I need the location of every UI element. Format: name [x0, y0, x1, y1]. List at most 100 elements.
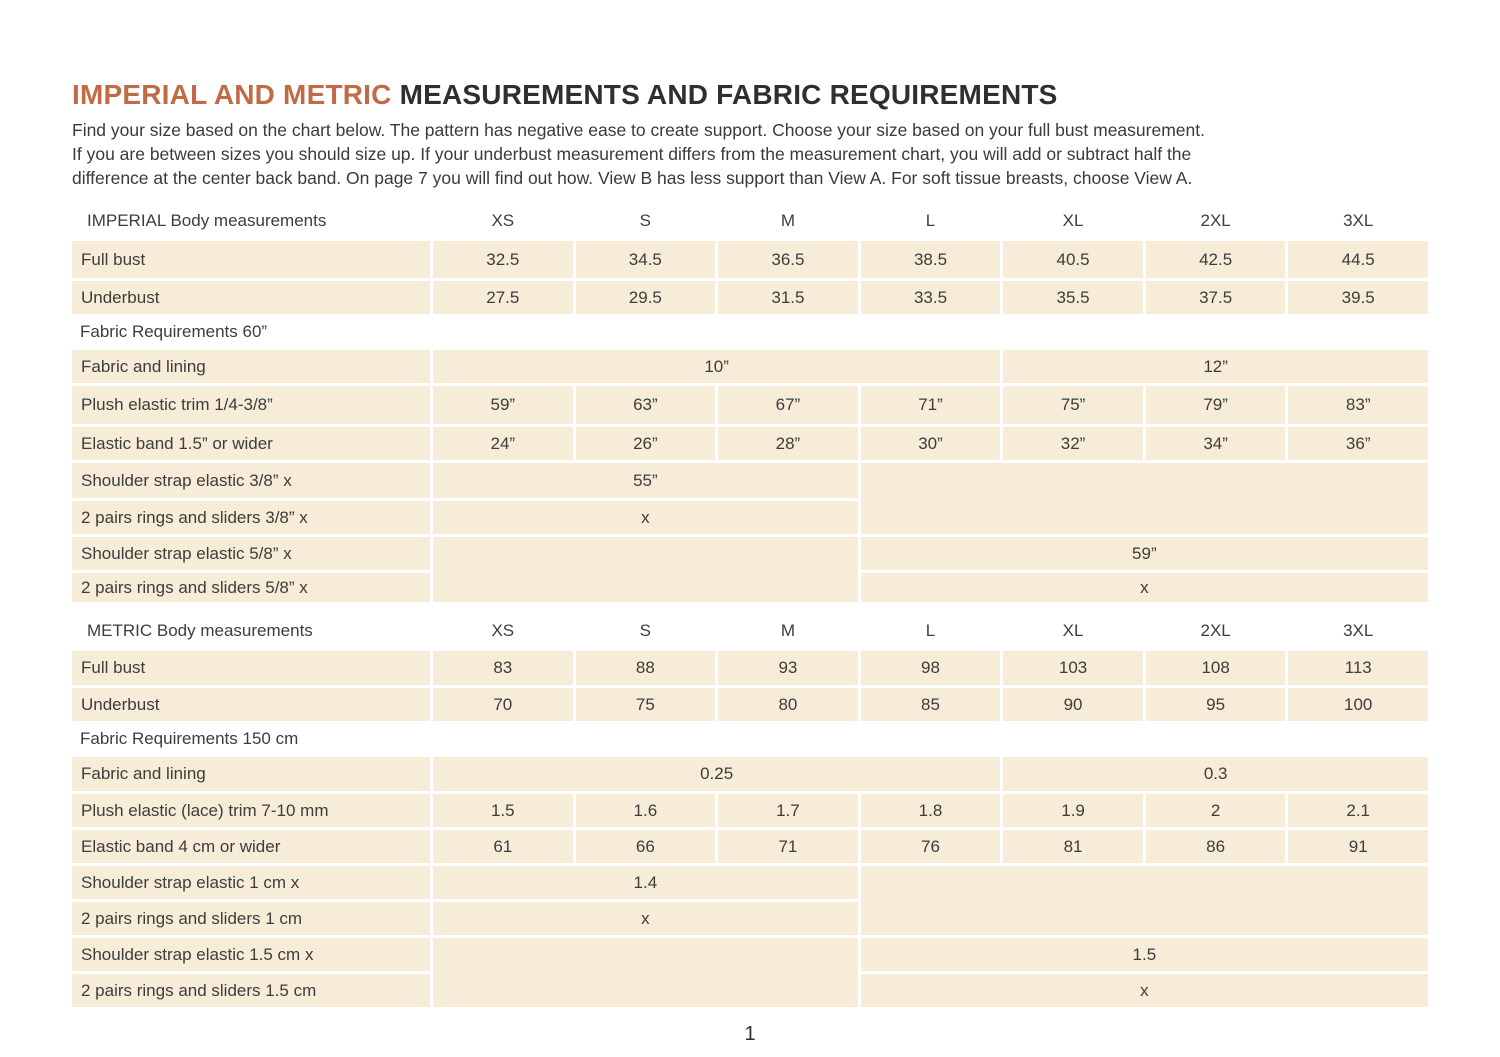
- value-cell: 2: [1145, 794, 1286, 827]
- value-cell: 1.8: [860, 794, 1001, 827]
- page-number: 1: [744, 1023, 756, 1045]
- group-value-cell: 12”: [1003, 350, 1428, 383]
- size-header: L: [925, 211, 936, 230]
- row-label: Elastic band 1.5” or wider: [72, 427, 430, 460]
- page-title-accent: IMPERIAL AND METRIC: [72, 79, 392, 110]
- group-value-cell: 55”: [433, 463, 858, 498]
- row-label: Underbust: [72, 688, 430, 721]
- size-header: S: [639, 211, 652, 230]
- value-cell: 59”: [433, 386, 573, 424]
- value-cell: 31.5: [718, 281, 858, 314]
- group-value-cell: x: [860, 974, 1428, 1007]
- value-cell: 42.5: [1145, 241, 1286, 278]
- row-label: Plush elastic (lace) trim 7-10 mm: [72, 794, 430, 827]
- row-label: Full bust: [72, 241, 430, 278]
- value-cell: 2.1: [1288, 794, 1428, 827]
- value-cell: 29.5: [575, 281, 716, 314]
- value-cell: 85: [860, 688, 1001, 721]
- value-cell: 1.6: [575, 794, 716, 827]
- group-value-cell: x: [860, 573, 1428, 602]
- value-cell: 95: [1145, 688, 1286, 721]
- value-cell: 38.5: [860, 241, 1001, 278]
- value-cell: 66: [575, 830, 716, 863]
- size-header: XL: [1062, 211, 1084, 230]
- value-cell: 113: [1288, 651, 1428, 685]
- row-label: Fabric and lining: [72, 350, 430, 383]
- value-cell: 83”: [1288, 386, 1428, 424]
- value-cell: 61: [433, 830, 573, 863]
- row-label: Fabric and lining: [72, 757, 430, 791]
- intro-line: difference at the center back band. On p…: [72, 168, 1193, 188]
- value-cell: 36”: [1288, 427, 1428, 460]
- row-label: Shoulder strap elastic 3/8” x: [72, 463, 430, 498]
- value-cell: 40.5: [1003, 241, 1143, 278]
- empty-cell: [433, 537, 858, 602]
- size-header: XS: [491, 211, 515, 230]
- value-cell: 37.5: [1145, 281, 1286, 314]
- empty-cell: [860, 866, 1428, 935]
- value-cell: 35.5: [1003, 281, 1143, 314]
- row-label: Shoulder strap elastic 1.5 cm x: [72, 938, 430, 971]
- intro-line: Find your size based on the chart below.…: [72, 120, 1205, 140]
- value-cell: 32.5: [433, 241, 573, 278]
- value-cell: 67”: [718, 386, 858, 424]
- value-cell: 70: [433, 688, 573, 721]
- value-cell: 75”: [1003, 386, 1143, 424]
- row-label: 2 pairs rings and sliders 1 cm: [72, 902, 430, 935]
- value-cell: 86: [1145, 830, 1286, 863]
- value-cell: 108: [1145, 651, 1286, 685]
- imperial-table: IMPERIAL Body measurements XS S M L XL 2…: [72, 204, 1428, 602]
- value-cell: 98: [860, 651, 1001, 685]
- value-cell: 32”: [1003, 427, 1143, 460]
- intro-line: If you are between sizes you should size…: [72, 144, 1192, 164]
- page-title: IMPERIAL AND METRIC MEASUREMENTS AND FAB…: [72, 80, 1500, 110]
- value-cell: 1.9: [1003, 794, 1143, 827]
- value-cell: 81: [1003, 830, 1143, 863]
- size-header: 3XL: [1343, 621, 1374, 640]
- size-header: M: [780, 621, 795, 640]
- value-cell: 28”: [718, 427, 858, 460]
- value-cell: 27.5: [433, 281, 573, 314]
- value-cell: 39.5: [1288, 281, 1428, 314]
- intro-paragraph: Find your size based on the chart below.…: [72, 118, 1500, 190]
- group-value-cell: 1.4: [433, 866, 858, 899]
- value-cell: 80: [718, 688, 858, 721]
- group-value-cell: 1.5: [860, 938, 1428, 971]
- size-header: S: [639, 621, 652, 640]
- row-label: Elastic band 4 cm or wider: [72, 830, 430, 863]
- value-cell: 90: [1003, 688, 1143, 721]
- group-value-cell: x: [433, 902, 858, 935]
- value-cell: 1.7: [718, 794, 858, 827]
- group-value-cell: 10”: [433, 350, 1001, 383]
- row-label: Shoulder strap elastic 5/8” x: [72, 537, 430, 570]
- group-value-cell: 0.3: [1003, 757, 1428, 791]
- value-cell: 79”: [1145, 386, 1286, 424]
- value-cell: 71”: [860, 386, 1001, 424]
- metric-section-label: METRIC Body measurements: [87, 621, 313, 640]
- size-header: L: [925, 621, 936, 640]
- value-cell: 34”: [1145, 427, 1286, 460]
- empty-cell: [433, 938, 858, 1007]
- row-label: Full bust: [72, 651, 430, 685]
- row-label: Underbust: [72, 281, 430, 314]
- value-cell: 75: [575, 688, 716, 721]
- imperial-section-label: IMPERIAL Body measurements: [87, 211, 327, 230]
- value-cell: 26”: [575, 427, 716, 460]
- size-header: 2XL: [1200, 211, 1231, 230]
- value-cell: 36.5: [718, 241, 858, 278]
- value-cell: 33.5: [860, 281, 1001, 314]
- page-title-rest: MEASUREMENTS AND FABRIC REQUIREMENTS: [391, 79, 1058, 110]
- size-header: XL: [1062, 621, 1084, 640]
- value-cell: 76: [860, 830, 1001, 863]
- size-header: 3XL: [1343, 211, 1374, 230]
- value-cell: 103: [1003, 651, 1143, 685]
- row-label: Plush elastic trim 1/4-3/8”: [72, 386, 430, 424]
- row-label: Shoulder strap elastic 1 cm x: [72, 866, 430, 899]
- value-cell: 93: [718, 651, 858, 685]
- group-value-cell: x: [433, 501, 858, 534]
- row-label: 2 pairs rings and sliders 3/8” x: [72, 501, 430, 534]
- value-cell: 34.5: [575, 241, 716, 278]
- value-cell: 1.5: [433, 794, 573, 827]
- group-value-cell: 59”: [860, 537, 1428, 570]
